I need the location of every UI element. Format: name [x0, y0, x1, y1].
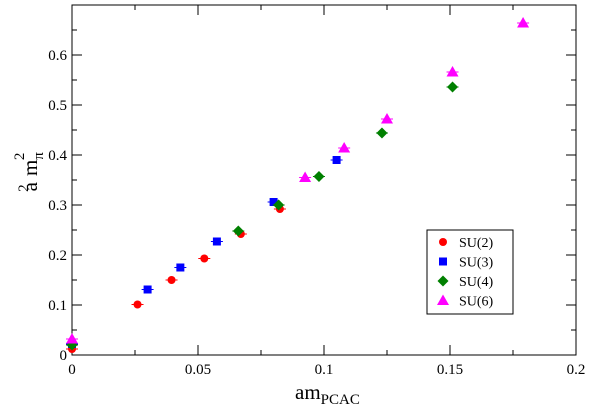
y-tick-label: 0.4: [48, 148, 67, 164]
x-axis-title: amPCAC: [295, 380, 360, 405]
y-tick-label: 0.2: [48, 248, 67, 264]
legend-items: SU(2) SU(3) SU(4) SU(6): [437, 236, 494, 310]
y-axis-title-pi-subscript: π: [31, 152, 47, 160]
y-tick-label: 0.5: [48, 98, 67, 114]
y-axis-title: 2amπ2: [12, 152, 47, 192]
legend-marker: [439, 238, 447, 246]
x-tick-label: 0: [68, 362, 76, 378]
series-circle: [66, 205, 286, 353]
legend-label: SU(6): [459, 295, 494, 310]
axis-tick-labels: 0 0.05 0.1 0.15 0.2 0 0.1 0.2 0.3 0.4 0.5 0.6: [48, 48, 585, 378]
x-tick-label: 0.15: [437, 362, 463, 378]
y-axis-title-a: a: [18, 181, 42, 191]
x-tick-label: 0.2: [567, 362, 586, 378]
legend-label: SU(3): [459, 256, 494, 271]
data-point: [338, 142, 351, 153]
series-square: [66, 156, 343, 348]
data-point: [200, 254, 209, 263]
y-tick-label: 0.1: [48, 298, 67, 314]
data-point: [269, 198, 278, 206]
data-point: [176, 263, 185, 272]
data-point: [517, 17, 530, 28]
data-point: [232, 225, 244, 237]
legend-marker: [439, 257, 447, 266]
legend-marker: [437, 294, 449, 305]
data-point: [273, 199, 285, 211]
data-point: [376, 127, 388, 139]
data-point: [212, 237, 221, 246]
data-point: [167, 276, 176, 284]
x-axis-title-subscript: PCAC: [321, 392, 360, 405]
data-point: [446, 66, 459, 77]
data-point: [447, 81, 459, 93]
data-point: [66, 333, 78, 344]
y-axis-title-m: m: [18, 160, 42, 176]
x-axis-title-main: am: [295, 380, 321, 404]
x-tick-label: 0.1: [315, 362, 334, 378]
data-point: [381, 113, 393, 124]
series-diamond: [66, 81, 459, 351]
legend-label: SU(2): [459, 236, 494, 251]
y-axis-title-a-superscript: 2: [16, 184, 32, 192]
data-point: [313, 171, 325, 182]
legend: SU(2) SU(3) SU(4) SU(6): [426, 229, 514, 315]
data-point: [299, 171, 312, 182]
x-tick-label: 0.05: [185, 362, 211, 378]
data-point: [143, 285, 152, 294]
y-tick-label: 0.3: [48, 198, 67, 214]
axis-ticks: [71, 4, 577, 356]
legend-marker: [437, 275, 449, 287]
y-tick-label: 0.6: [48, 48, 67, 64]
data-point: [332, 156, 341, 164]
data-points: [66, 17, 530, 353]
legend-label: SU(4): [459, 275, 494, 290]
series-triangle: [66, 17, 530, 344]
data-point: [133, 300, 142, 309]
y-tick-label: 0: [60, 348, 68, 364]
y-axis-title-m-superscript: 2: [12, 153, 28, 161]
